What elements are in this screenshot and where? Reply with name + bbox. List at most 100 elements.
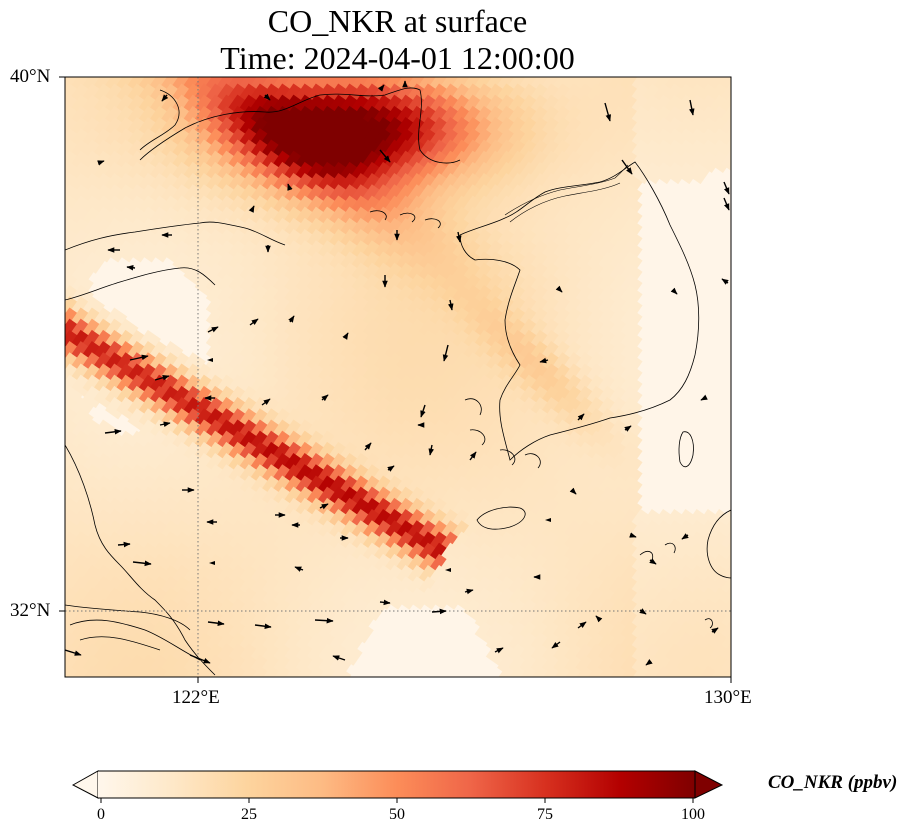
- wind-arrow: [207, 326, 219, 333]
- field-cell: [228, 50, 250, 72]
- field-cell: [206, 50, 228, 72]
- colorbar-label-75: 75: [537, 806, 553, 823]
- wind-arrow: [723, 197, 730, 211]
- wind-arrow: [287, 183, 293, 191]
- field-cell: [419, 50, 441, 72]
- field-cell: [284, 677, 306, 699]
- wind-arrow: [551, 641, 561, 649]
- field-cell: [732, 95, 754, 117]
- coastlines: [65, 87, 731, 676]
- field-cell: [721, 665, 731, 677]
- wind-arrow: [207, 358, 213, 362]
- field-cell: [38, 453, 60, 475]
- field-cell: [38, 128, 60, 150]
- field-cell: [38, 498, 60, 520]
- field-cell: [699, 50, 721, 72]
- field-cell: [318, 50, 340, 72]
- field-cell: [508, 50, 530, 72]
- field-cell: [38, 296, 60, 318]
- field-cell: [38, 655, 60, 677]
- wind-arrow: [332, 655, 346, 661]
- coastline-jiangsu: [65, 267, 216, 301]
- wind-arrow: [321, 394, 329, 402]
- field-cell: [687, 161, 710, 185]
- wind-arrow: [154, 375, 170, 381]
- wind-arrow: [159, 421, 171, 427]
- coastline-shandong: [65, 221, 286, 251]
- field-cell: [609, 677, 631, 699]
- colorbar-label-0: 0: [97, 806, 105, 823]
- field-cell: [643, 677, 665, 699]
- field-cell: [172, 50, 194, 72]
- field-cell: [239, 677, 261, 699]
- field-cell: [38, 251, 60, 273]
- field-cell: [732, 554, 754, 576]
- field-cell: [631, 50, 653, 72]
- wind-arrow: [649, 558, 657, 565]
- wind-arrow: [569, 487, 577, 495]
- wind-arrow: [539, 357, 549, 364]
- field-cell: [38, 442, 60, 464]
- field-cell: [195, 50, 217, 72]
- field-cell: [71, 677, 93, 699]
- wind-arrow: [604, 102, 612, 122]
- wind-arrow: [670, 287, 678, 295]
- field-cell: [732, 610, 754, 632]
- wind-arrow: [624, 425, 632, 432]
- field-cell: [60, 677, 82, 699]
- field-cell: [531, 677, 553, 699]
- field-cell: [732, 139, 754, 161]
- field-cell: [385, 50, 407, 72]
- field-cell: [732, 61, 754, 83]
- field-cell: [620, 677, 642, 699]
- field-cell: [542, 50, 564, 72]
- colorbar-extend-max: [694, 770, 724, 799]
- coastline-river-double-2: [509, 182, 621, 223]
- field-cell: [687, 50, 709, 72]
- field-cell: [497, 50, 519, 72]
- field-cell: [49, 677, 71, 699]
- field-cell: [239, 50, 261, 72]
- field-cell: [732, 632, 754, 654]
- field-cell: [587, 677, 609, 699]
- field-cell: [38, 207, 60, 229]
- field-cell: [38, 543, 60, 565]
- gridlines: [65, 77, 731, 677]
- coastline-north-china: [139, 87, 461, 164]
- field-cell: [519, 677, 541, 699]
- field-cell: [38, 475, 60, 497]
- field-cell: [732, 666, 754, 688]
- field-cell: [38, 319, 60, 341]
- coastline-river-double: [504, 164, 629, 216]
- field-cell: [609, 50, 631, 72]
- wind-arrow: [377, 84, 385, 92]
- wind-arrow: [263, 93, 271, 101]
- wind-arrow: [721, 278, 729, 285]
- wind-arrow: [681, 533, 689, 540]
- wind-arrow: [65, 649, 82, 656]
- field-cell: [318, 677, 340, 699]
- field-cell: [631, 677, 653, 699]
- wind-arrow: [319, 503, 329, 510]
- wind-arrow: [248, 205, 255, 213]
- field-cell: [38, 173, 60, 195]
- wind-arrow: [294, 566, 304, 572]
- field-cell: [732, 576, 754, 598]
- field-cell: [676, 677, 698, 699]
- wind-arrow: [431, 608, 447, 615]
- field-cell: [732, 50, 754, 72]
- field-cell: [38, 330, 60, 352]
- wind-arrow: [723, 181, 730, 195]
- field-cell: [295, 677, 317, 699]
- field-cell: [732, 587, 754, 609]
- coastline-north-islands: [369, 210, 441, 229]
- coastline-estuary: [69, 619, 201, 661]
- field-cell: [307, 50, 329, 72]
- wind-arrow: [132, 560, 152, 567]
- wind-arrow: [494, 647, 504, 654]
- field-cell: [49, 50, 71, 72]
- field-cell: [139, 50, 161, 72]
- field-cell: [441, 50, 463, 72]
- wind-arrow: [161, 94, 169, 102]
- field-cell: [105, 50, 127, 72]
